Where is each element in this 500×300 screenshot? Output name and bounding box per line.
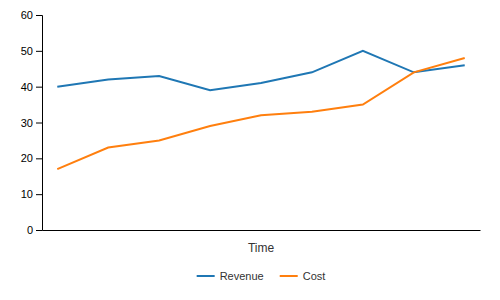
legend-swatch <box>280 275 298 277</box>
y-tick-mark <box>36 158 42 159</box>
y-tick-label: 0 <box>27 224 33 236</box>
y-tick: 50 <box>21 45 42 57</box>
y-tick-label: 60 <box>21 9 33 21</box>
y-axis-line <box>36 16 43 231</box>
y-tick: 20 <box>21 152 42 164</box>
line <box>57 58 464 169</box>
legend: Revenue Cost <box>197 270 326 282</box>
x-axis-line <box>43 230 481 231</box>
y-tick-label: 30 <box>21 117 33 129</box>
y-tick-label: 20 <box>21 152 33 164</box>
y-tick-label: 50 <box>21 45 33 57</box>
y-axis: 0 10 20 30 40 50 60 <box>21 9 43 236</box>
chart-svg: 0 10 20 30 40 50 60 Time Revenue Cost <box>0 0 500 300</box>
chart-container: 0 10 20 30 40 50 60 Time Revenue Cost <box>0 0 500 300</box>
legend-label: Cost <box>303 270 326 282</box>
legend-item: Revenue <box>197 270 264 282</box>
lines <box>57 51 464 169</box>
y-tick: 40 <box>21 81 42 93</box>
y-tick: 0 <box>27 224 42 236</box>
x-axis <box>43 230 481 231</box>
y-tick-mark <box>36 51 42 52</box>
y-tick: 30 <box>21 117 42 129</box>
y-tick-mark <box>36 123 42 124</box>
y-tick-mark <box>36 15 42 16</box>
legend-label: Revenue <box>220 270 264 282</box>
y-tick-mark <box>36 87 42 88</box>
plot: 0 10 20 30 40 50 60 Time <box>21 9 481 255</box>
y-tick-label: 40 <box>21 81 33 93</box>
y-tick: 60 <box>21 9 42 21</box>
x-axis-title: Time <box>248 241 275 255</box>
legend-item: Cost <box>280 270 326 282</box>
y-tick-mark <box>36 194 42 195</box>
line <box>57 51 464 90</box>
legend-swatch <box>197 275 215 277</box>
y-tick-label: 10 <box>21 188 33 200</box>
y-tick: 10 <box>21 188 42 200</box>
y-tick-mark <box>36 230 42 231</box>
